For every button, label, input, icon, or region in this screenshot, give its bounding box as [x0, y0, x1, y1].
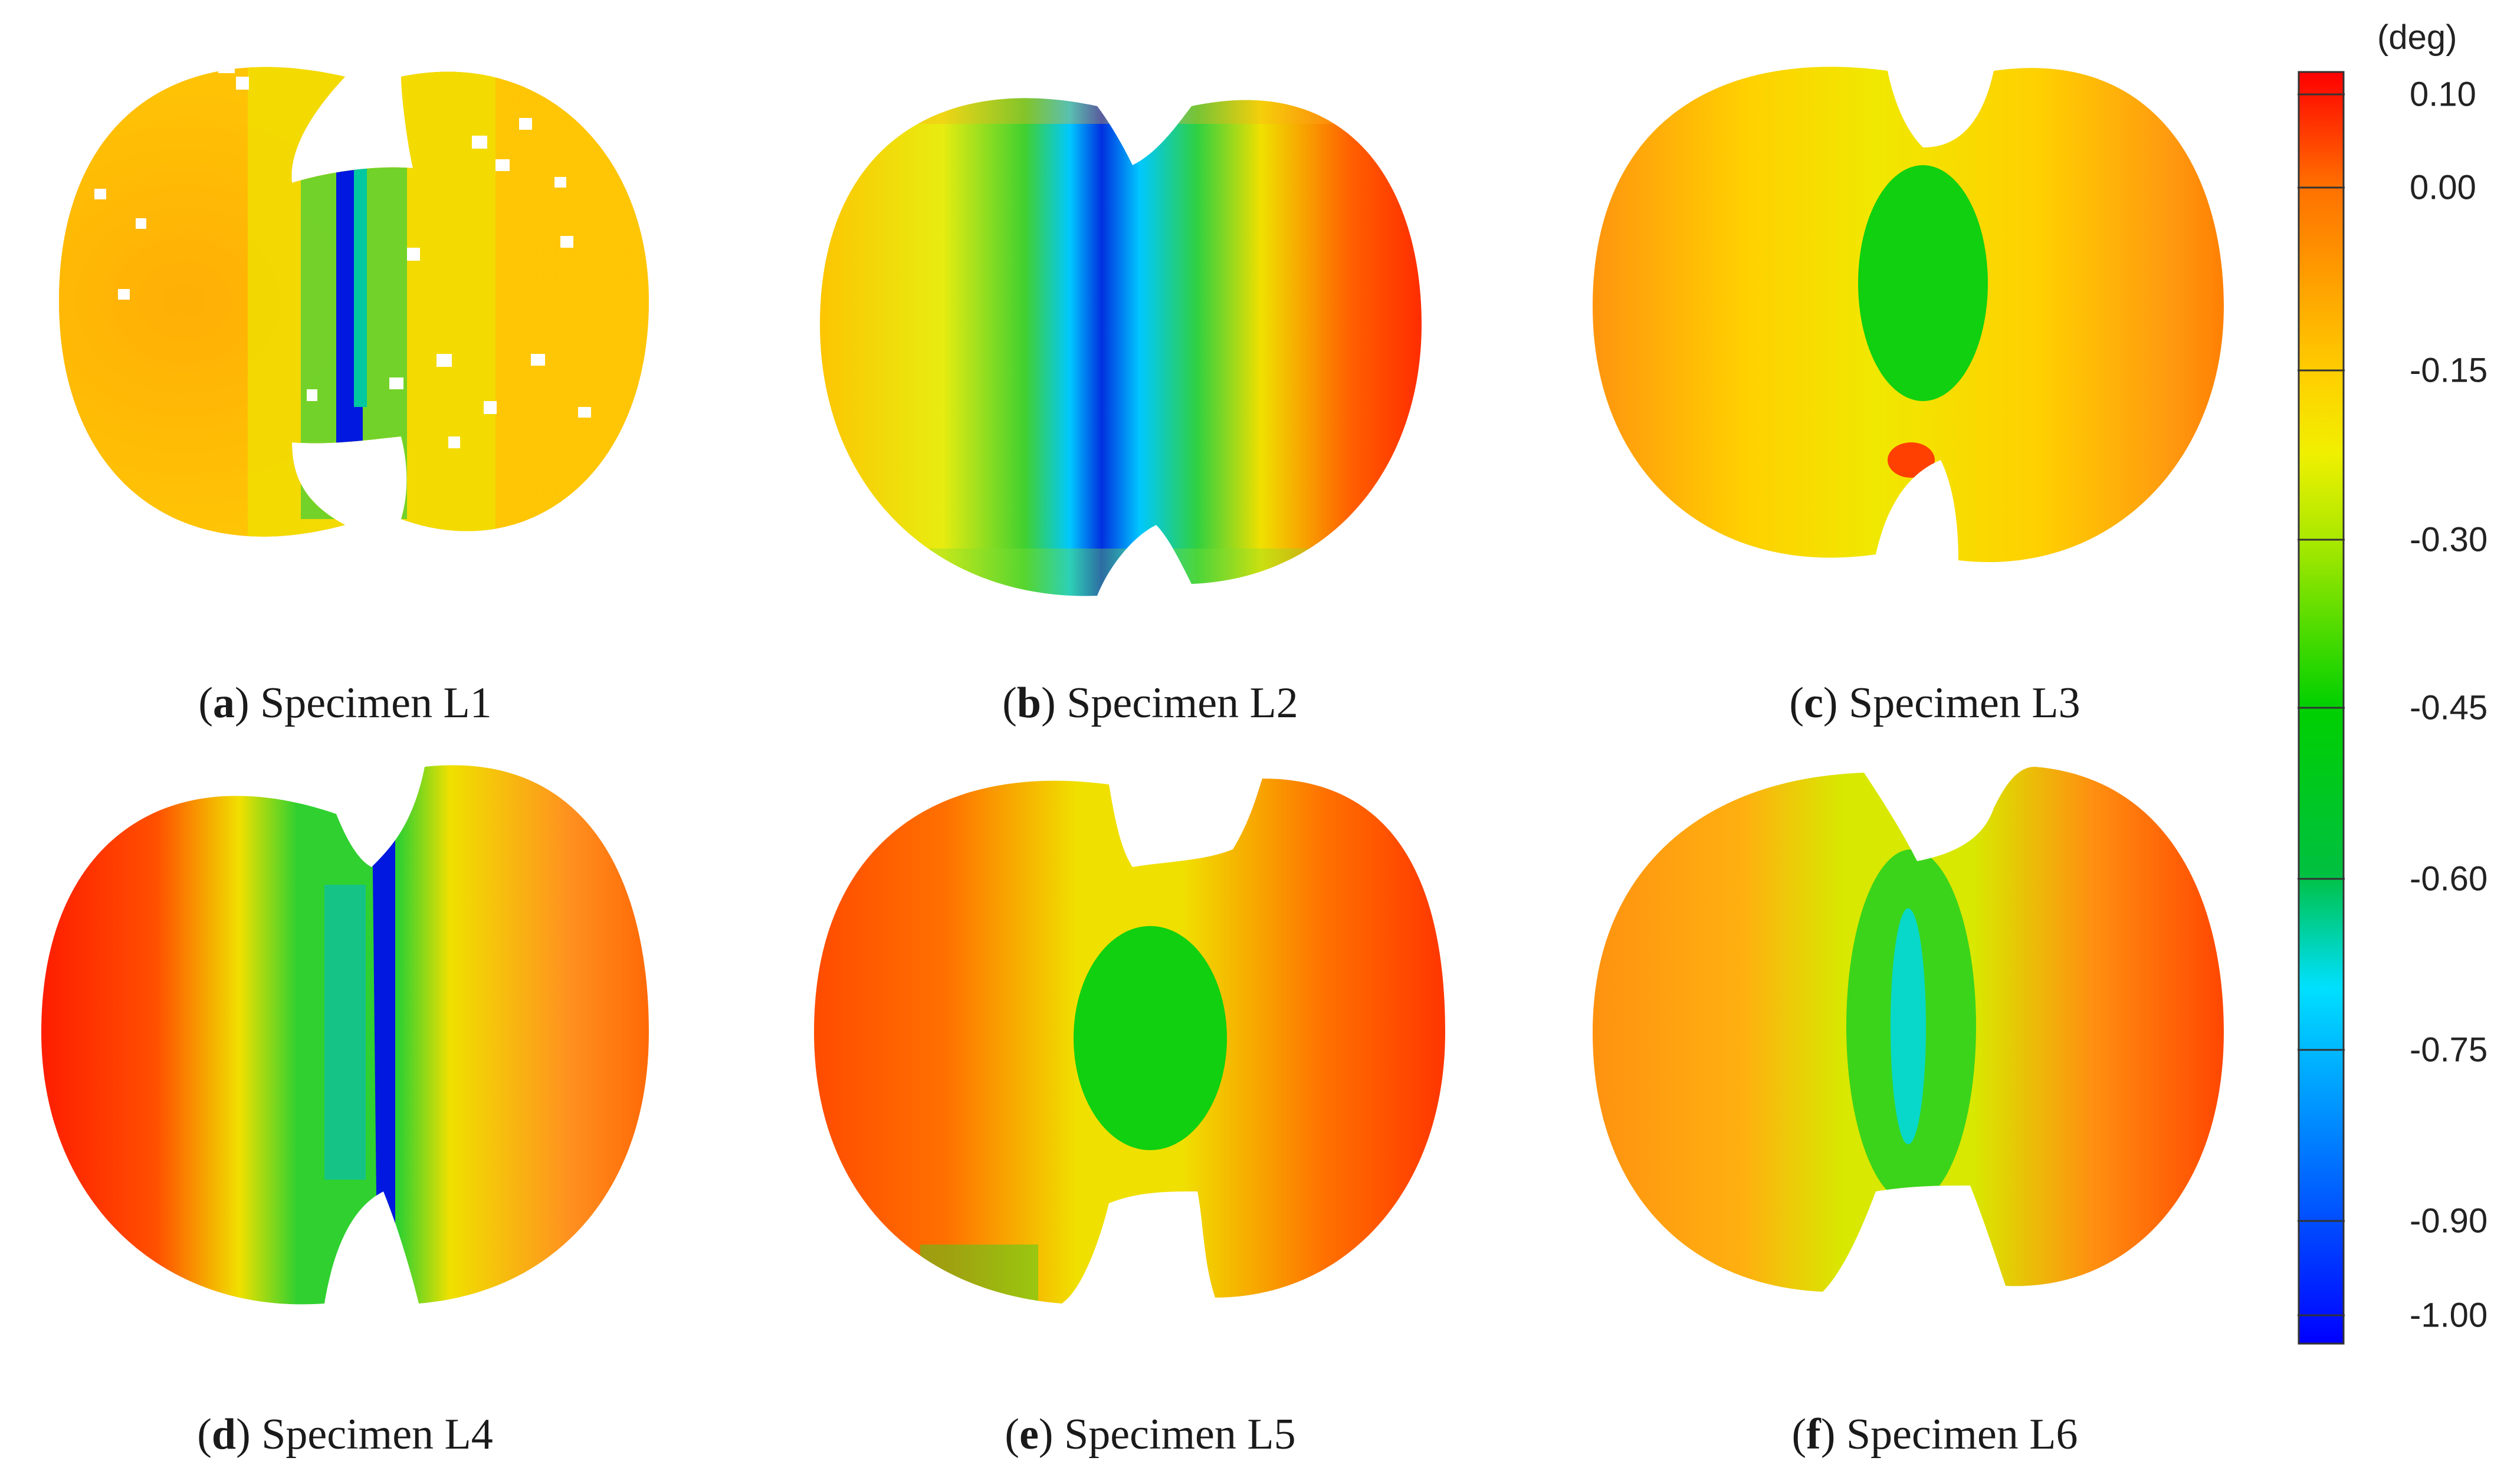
caption-c: (c) Specimen L3	[1789, 679, 2080, 727]
colorbar-tick-label: 0.10	[2410, 75, 2476, 114]
caption-a: (a) Specimen L1	[198, 679, 492, 727]
panel-e-map	[814, 779, 1445, 1304]
caption-e: (e) Specimen L5	[1005, 1410, 1296, 1459]
colorbar	[2298, 71, 2345, 1345]
colorbar-tick-label: -1.00	[2410, 1296, 2488, 1335]
colorbar-tick-label: 0.00	[2410, 168, 2476, 207]
colorbar-tick-label: -0.45	[2410, 688, 2488, 727]
colorbar-tick-label: -0.30	[2410, 520, 2488, 559]
colorbar-tick-label: -0.90	[2410, 1201, 2488, 1240]
caption-b: (b) Specimen L2	[1002, 679, 1298, 727]
panel-b-map	[820, 98, 1422, 596]
colorbar-tick-label: -0.60	[2410, 859, 2488, 898]
caption-f: (f) Specimen L6	[1791, 1410, 2078, 1459]
caption-d: (d) Specimen L4	[197, 1410, 493, 1459]
colorbar-tick-label: -0.75	[2410, 1030, 2488, 1069]
panel-a-map	[59, 67, 649, 537]
panel-f-map	[1593, 767, 2224, 1292]
colorbar-unit: (deg)	[2377, 18, 2457, 57]
panel-d-map	[41, 765, 649, 1305]
colorbar-tick-label: -0.15	[2410, 351, 2488, 390]
panel-c-map	[1593, 67, 2224, 562]
